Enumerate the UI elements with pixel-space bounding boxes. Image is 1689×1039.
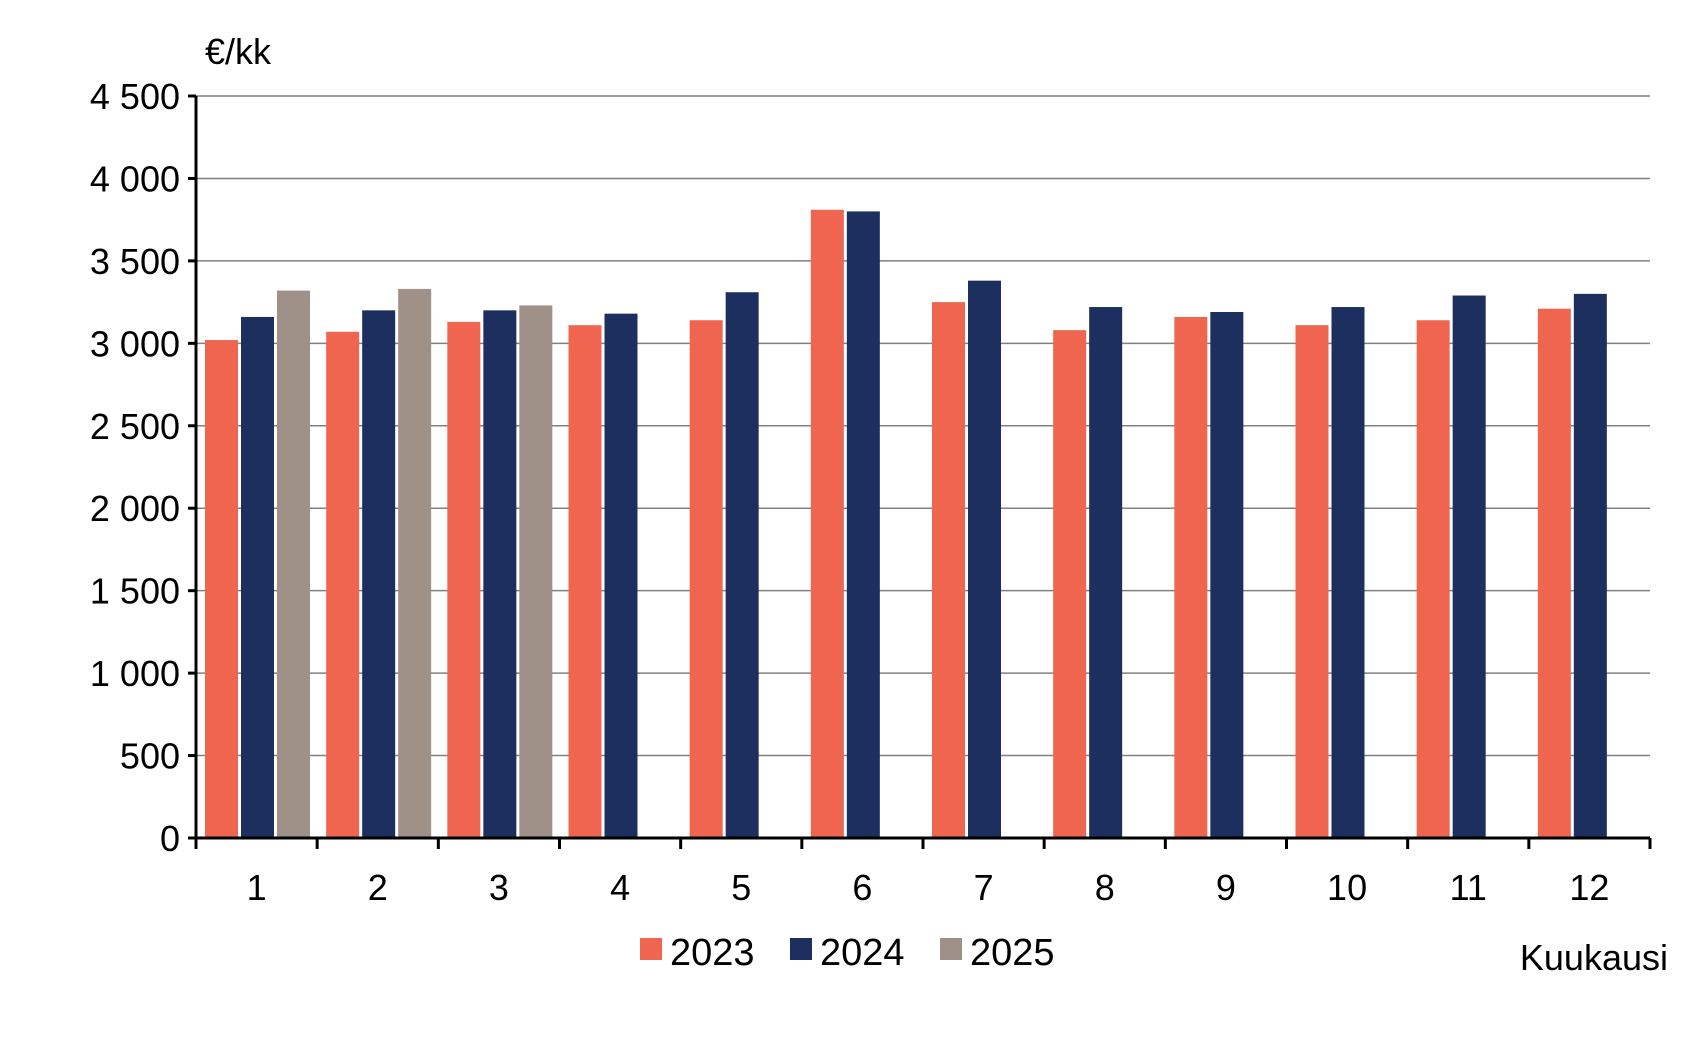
bar-2023-7 bbox=[932, 302, 965, 839]
axes bbox=[188, 94, 1652, 849]
bar-2023-10 bbox=[1295, 325, 1329, 838]
legend-swatch-2025 bbox=[940, 938, 962, 960]
x-tick-label: 5 bbox=[731, 867, 751, 908]
x-tick-labels: 1 2 3 4 5 6 7 8 9 10 11 12 bbox=[247, 867, 1610, 908]
bar-2025-1 bbox=[277, 290, 310, 839]
gridlines bbox=[196, 95, 1650, 757]
bar-2023-9 bbox=[1174, 316, 1208, 838]
bar-2023-6 bbox=[810, 209, 844, 839]
legend: 2023 2024 2025 bbox=[640, 932, 1055, 974]
y-tick-label: 1 500 bbox=[90, 571, 180, 612]
x-tick-label: 6 bbox=[852, 867, 872, 908]
bar-2023-5 bbox=[689, 320, 723, 838]
legend-label-2023: 2023 bbox=[670, 932, 755, 974]
x-tick-label: 1 bbox=[247, 867, 267, 908]
bar-2024-5 bbox=[725, 292, 759, 838]
y-tick-label: 2 000 bbox=[90, 488, 180, 529]
bar-2024-9 bbox=[1210, 312, 1244, 838]
bar-2024-10 bbox=[1331, 307, 1365, 839]
bar-2024-2 bbox=[362, 310, 396, 838]
y-tick-label: 500 bbox=[120, 736, 180, 777]
x-tick-label: 11 bbox=[1450, 867, 1487, 908]
bar-2025-3 bbox=[519, 305, 553, 838]
bar-2024-7 bbox=[968, 280, 1001, 839]
bar-2024-3 bbox=[483, 310, 517, 838]
bar-2023-4 bbox=[568, 325, 602, 838]
legend-label-2025: 2025 bbox=[970, 932, 1055, 974]
bar-2024-8 bbox=[1089, 307, 1123, 839]
y-tick-label: 3 500 bbox=[90, 241, 180, 282]
x-tick-label: 8 bbox=[1095, 867, 1115, 908]
bar-2024-4 bbox=[604, 313, 638, 838]
y-tick-label: 0 bbox=[160, 818, 180, 859]
y-axis-label: €/kk bbox=[205, 31, 272, 72]
x-tick-label: 2 bbox=[368, 867, 388, 908]
legend-label-2024: 2024 bbox=[820, 932, 905, 974]
bar-2025-2 bbox=[398, 288, 432, 838]
bar-2023-1 bbox=[205, 340, 238, 838]
bar-2023-12 bbox=[1537, 308, 1571, 838]
x-tick-label: 10 bbox=[1327, 867, 1367, 908]
y-tick-label: 3 000 bbox=[90, 323, 180, 364]
bar-2024-12 bbox=[1573, 293, 1607, 838]
bar-2024-11 bbox=[1452, 295, 1486, 838]
x-tick-label: 12 bbox=[1569, 867, 1609, 908]
y-tick-label: 4 500 bbox=[90, 76, 180, 117]
y-tick-label: 2 500 bbox=[90, 406, 180, 447]
bars bbox=[205, 209, 1607, 839]
bar-2023-8 bbox=[1053, 330, 1087, 838]
legend-swatch-2024 bbox=[790, 938, 812, 960]
legend-swatch-2023 bbox=[640, 938, 662, 960]
x-axis-label: Kuukausi bbox=[1520, 937, 1668, 978]
y-tick-label: 4 000 bbox=[90, 158, 180, 199]
x-tick-label: 3 bbox=[489, 867, 509, 908]
x-tick-label: 9 bbox=[1216, 867, 1236, 908]
bar-2023-11 bbox=[1416, 320, 1450, 838]
x-tick-label: 4 bbox=[610, 867, 630, 908]
y-tick-label: 1 000 bbox=[90, 653, 180, 694]
y-tick-labels: 0 500 1 000 1 500 2 000 2 500 3 000 3 500 4 000 4… bbox=[90, 76, 180, 859]
bar-2023-3 bbox=[447, 321, 481, 838]
x-tick-label: 7 bbox=[974, 867, 994, 908]
bar-2023-2 bbox=[326, 331, 360, 838]
bar-2024-6 bbox=[846, 211, 880, 838]
bar-2024-1 bbox=[241, 316, 274, 838]
